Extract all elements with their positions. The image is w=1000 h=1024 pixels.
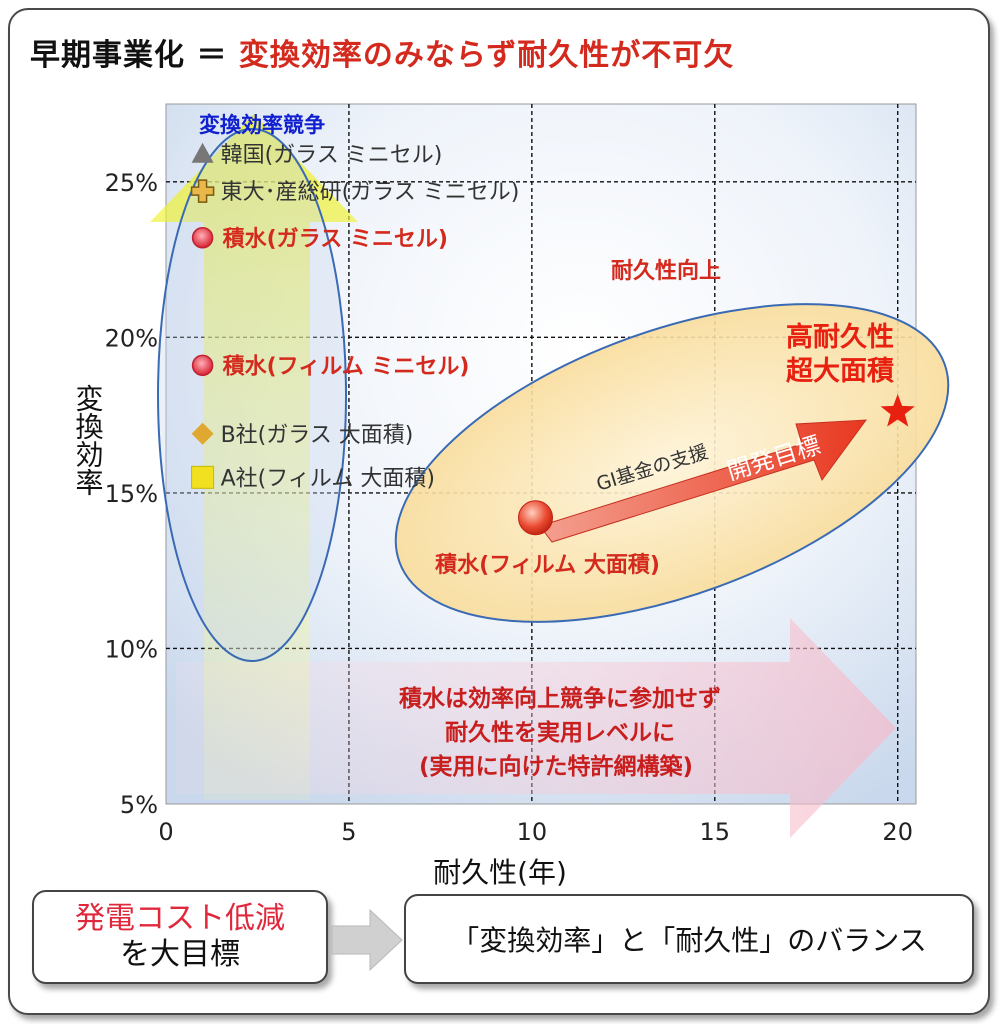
- goal-line1: 発電コスト低減: [75, 901, 285, 936]
- sekisui-note-line1: 積水は効率向上競争に参加せず: [399, 685, 721, 712]
- durability-arrow-shape: [176, 618, 896, 838]
- y-tick-label: 10%: [105, 635, 158, 663]
- balance-text: 「変換効率」と「耐久性」のバランス: [451, 924, 927, 957]
- x-tick-label: 5: [341, 818, 356, 846]
- point-label: 積水(フィルム ミニセル): [223, 354, 470, 379]
- efficiency-race-ellipse: [157, 128, 347, 662]
- durability-up-label: 耐久性向上: [611, 258, 721, 284]
- axis-ticks: 0 5 10 15 20 5% 10% 15% 20% 25%: [105, 169, 913, 846]
- target-label-line2: 超大面積: [786, 356, 894, 387]
- data-point-triangle: [191, 142, 214, 163]
- x-axis-label: 耐久性(年): [433, 856, 567, 889]
- y-tick-label: 25%: [105, 169, 158, 197]
- efficiency-arrow-shape: [150, 114, 358, 800]
- data-point-square: [191, 465, 215, 489]
- goal-box: 発電コスト低減 を大目標: [32, 890, 328, 984]
- sekisui-note-line3: (実用に向けた特許網構築): [419, 753, 693, 780]
- durability-ellipse: [394, 303, 950, 623]
- slide-title: 早期事業化 ＝ 変換効率のみならず耐久性が不可欠: [30, 30, 734, 74]
- target-label-line1: 高耐久性: [786, 321, 894, 353]
- balance-box: 「変換効率」と「耐久性」のバランス: [404, 894, 974, 984]
- point-labels: 韓国(ガラス ミニセル) 東大･産総研(ガラス ミニセル) 積水(ガラス ミニセル)…: [221, 143, 660, 578]
- y-tick-label: 20%: [105, 324, 158, 352]
- point-label: 積水(フィルム 大面積): [435, 553, 660, 578]
- data-point-circle-big: [518, 500, 554, 536]
- y-tick-label: 5%: [120, 791, 158, 819]
- y-axis-label: 変換効率: [72, 384, 105, 496]
- point-label: A社(フィルム 大面積): [221, 466, 435, 491]
- x-tick-label: 15: [700, 818, 731, 846]
- data-points: [190, 142, 915, 536]
- y-tick-label: 15%: [105, 480, 158, 508]
- point-label: B社(ガラス 大面積): [221, 423, 414, 448]
- right-arrow-icon: [331, 908, 403, 972]
- x-tick-label: 20: [882, 818, 913, 846]
- sekisui-note-line2: 耐久性を実用レベルに: [445, 719, 675, 746]
- title-black: 早期事業化 ＝: [30, 38, 239, 73]
- point-label: 韓国(ガラス ミニセル): [221, 143, 443, 168]
- x-tick-label: 10: [517, 818, 548, 846]
- efficiency-race-label: 変換効率競争: [199, 113, 325, 137]
- point-label: 積水(ガラス ミニセル): [223, 227, 448, 252]
- x-tick-label: 0: [158, 818, 173, 846]
- point-label: 東大･産総研(ガラス ミニセル): [221, 180, 520, 205]
- data-point-cross: [190, 179, 215, 203]
- data-point-circle-red: [191, 354, 214, 377]
- data-point-diamond: [191, 422, 214, 445]
- title-red: 変換効率のみならず耐久性が不可欠: [238, 38, 735, 73]
- goal-line2: を大目標: [120, 937, 240, 972]
- data-point-star: [880, 394, 915, 427]
- data-point-circle-red: [191, 227, 214, 249]
